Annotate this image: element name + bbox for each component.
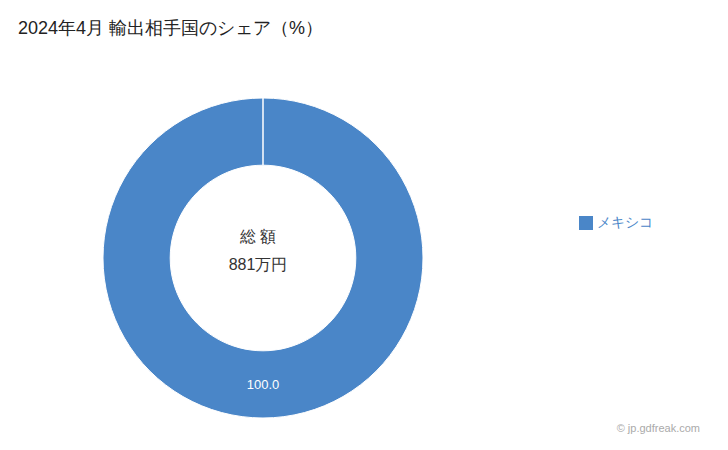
html-text:© jp.gdfreak.com: © jp.gdfreak.com: [616, 422, 700, 434]
html-text:2024年4月 輸出相手国のシェア（%）: 2024年4月 輸出相手国のシェア（%）: [18, 18, 324, 38]
html-text:総 額: 総 額: [239, 228, 277, 245]
html-text:メキシコ: メキシコ: [597, 214, 653, 230]
html-text:881万円: 881万円: [228, 256, 288, 273]
svg-text:100.0: 100.0: [247, 377, 280, 392]
